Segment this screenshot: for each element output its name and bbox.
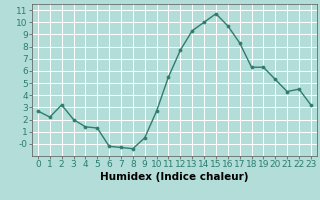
- X-axis label: Humidex (Indice chaleur): Humidex (Indice chaleur): [100, 172, 249, 182]
